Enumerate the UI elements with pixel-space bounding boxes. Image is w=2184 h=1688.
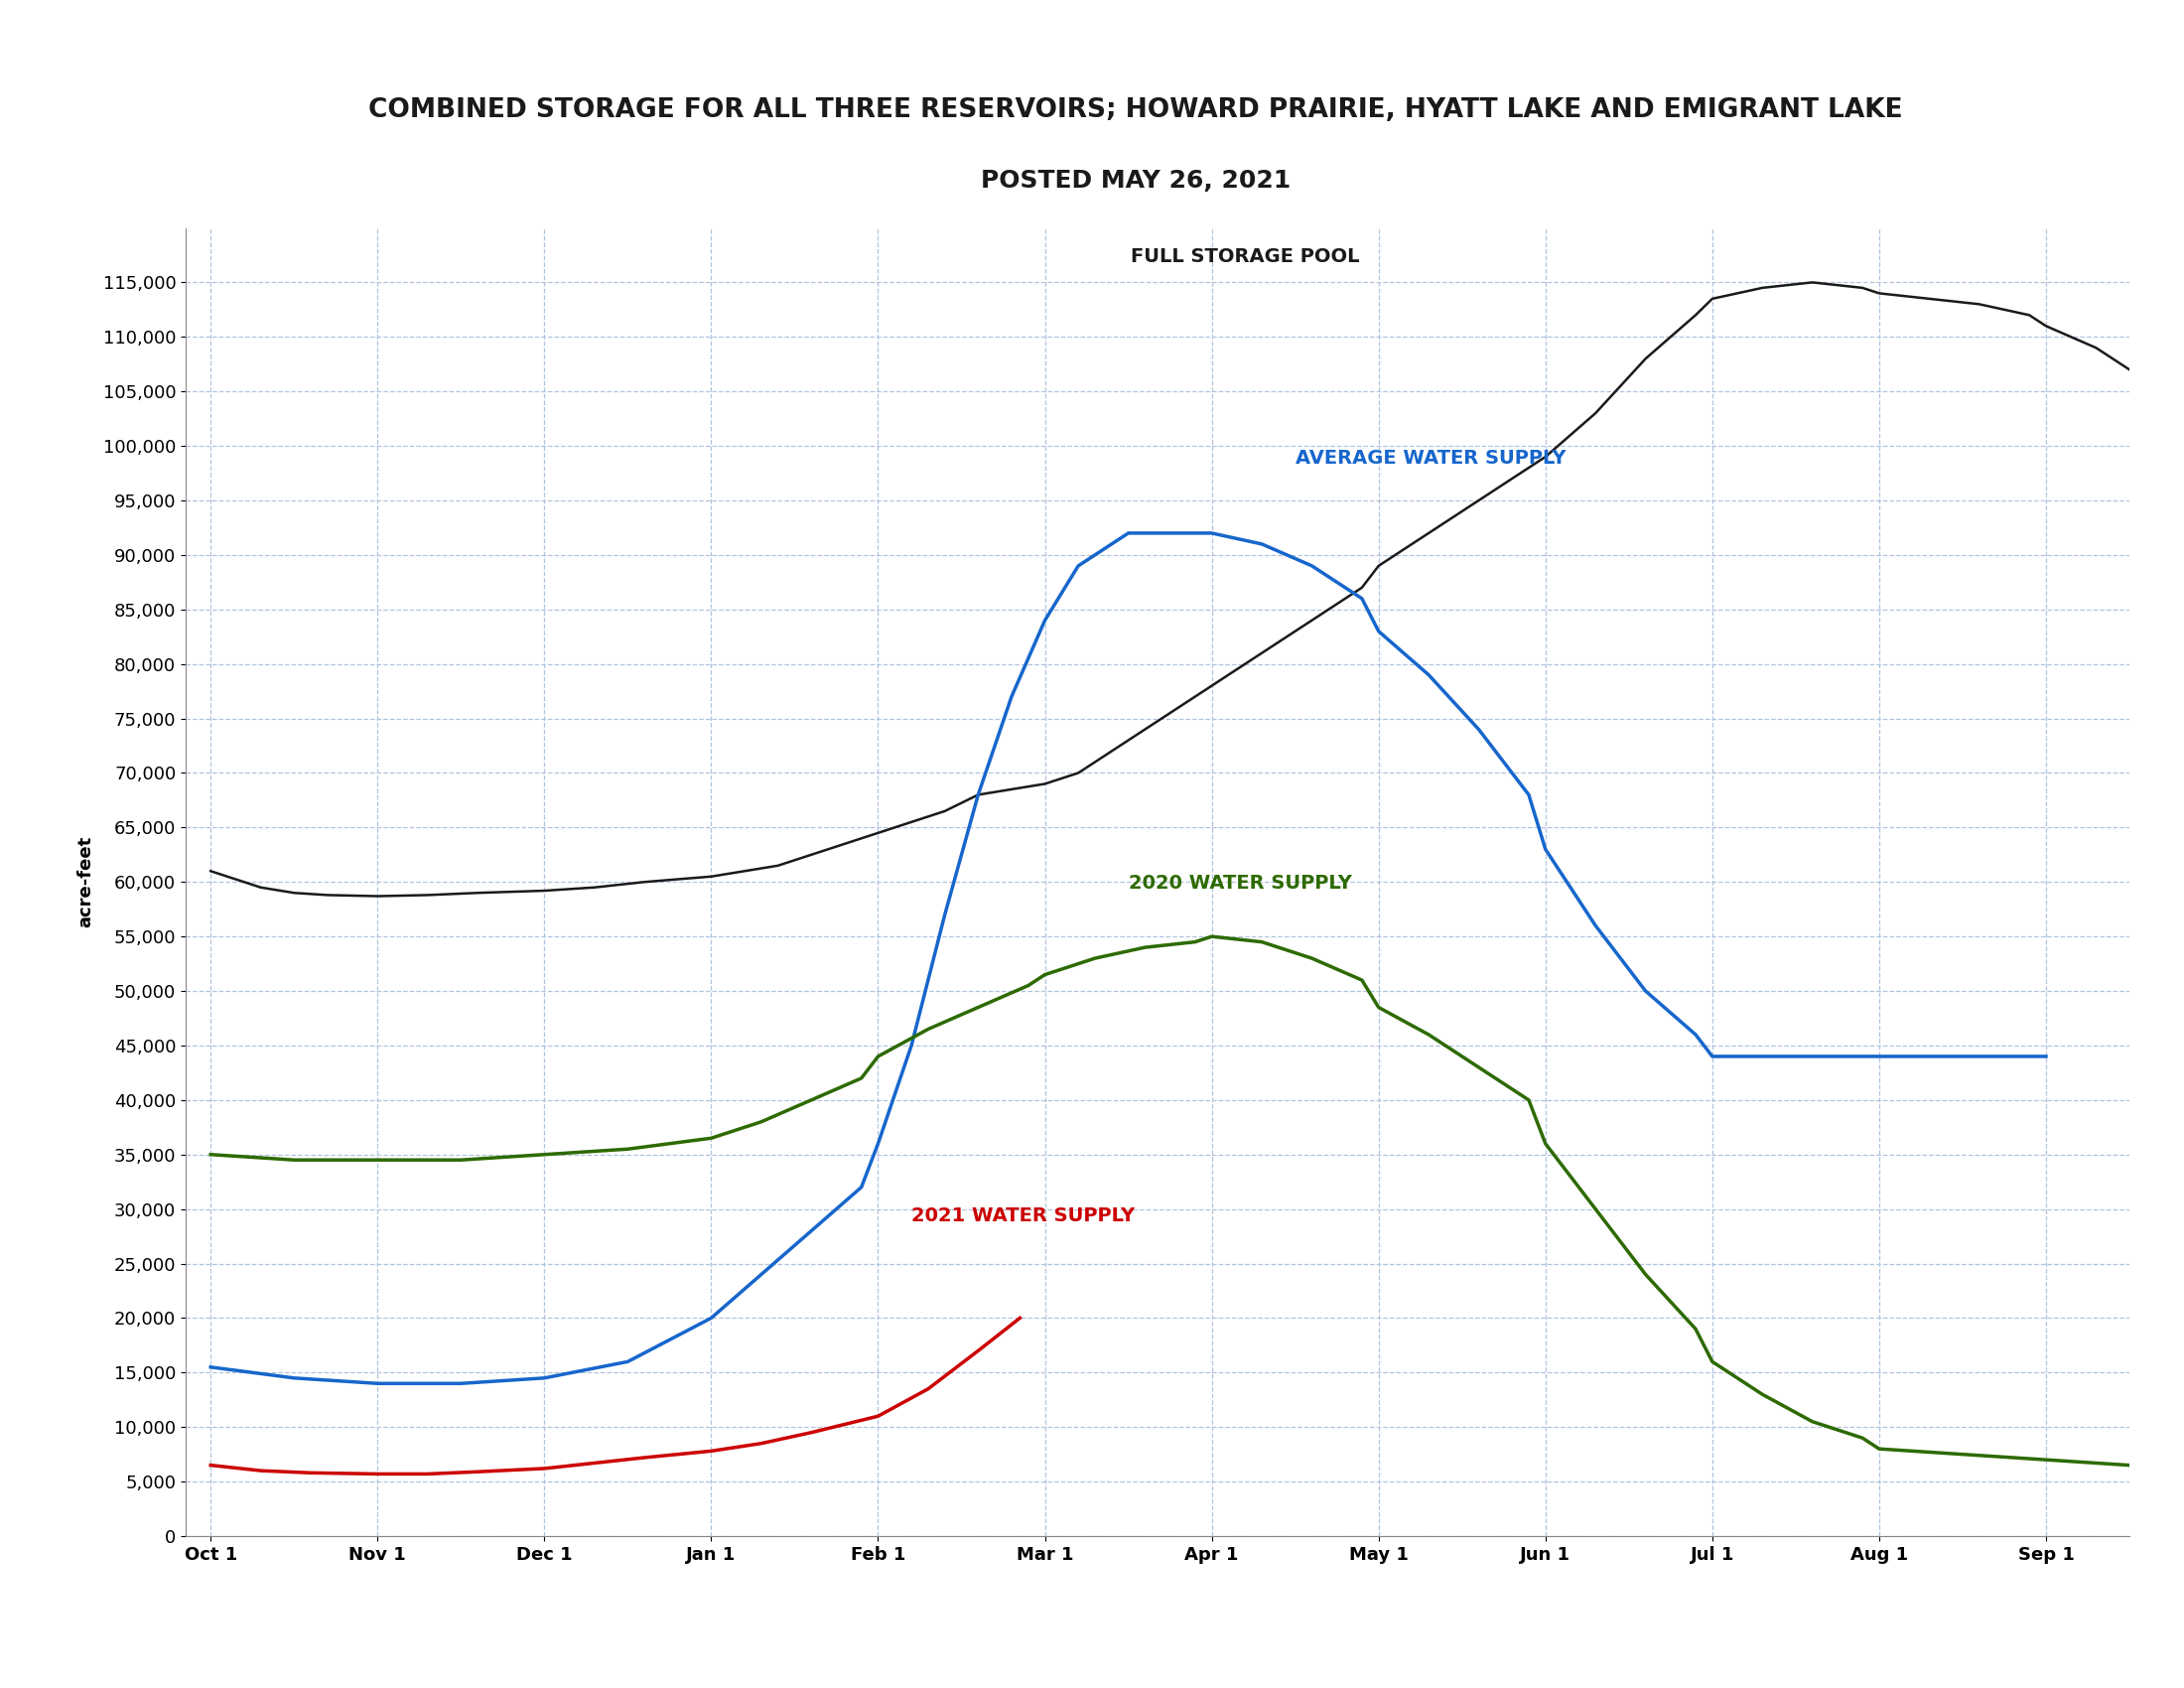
Text: POSTED MAY 26, 2021: POSTED MAY 26, 2021 — [981, 169, 1291, 192]
Text: 2020 WATER SUPPLY: 2020 WATER SUPPLY — [1129, 874, 1352, 893]
Text: 2021 WATER SUPPLY: 2021 WATER SUPPLY — [911, 1207, 1136, 1225]
Text: COMBINED STORAGE FOR ALL THREE RESERVOIRS; HOWARD PRAIRIE, HYATT LAKE AND EMIGRA: COMBINED STORAGE FOR ALL THREE RESERVOIR… — [369, 96, 1902, 123]
Text: FULL STORAGE POOL: FULL STORAGE POOL — [1131, 246, 1358, 267]
Y-axis label: acre-feet: acre-feet — [76, 836, 94, 928]
Text: AVERAGE WATER SUPPLY: AVERAGE WATER SUPPLY — [1295, 449, 1566, 468]
